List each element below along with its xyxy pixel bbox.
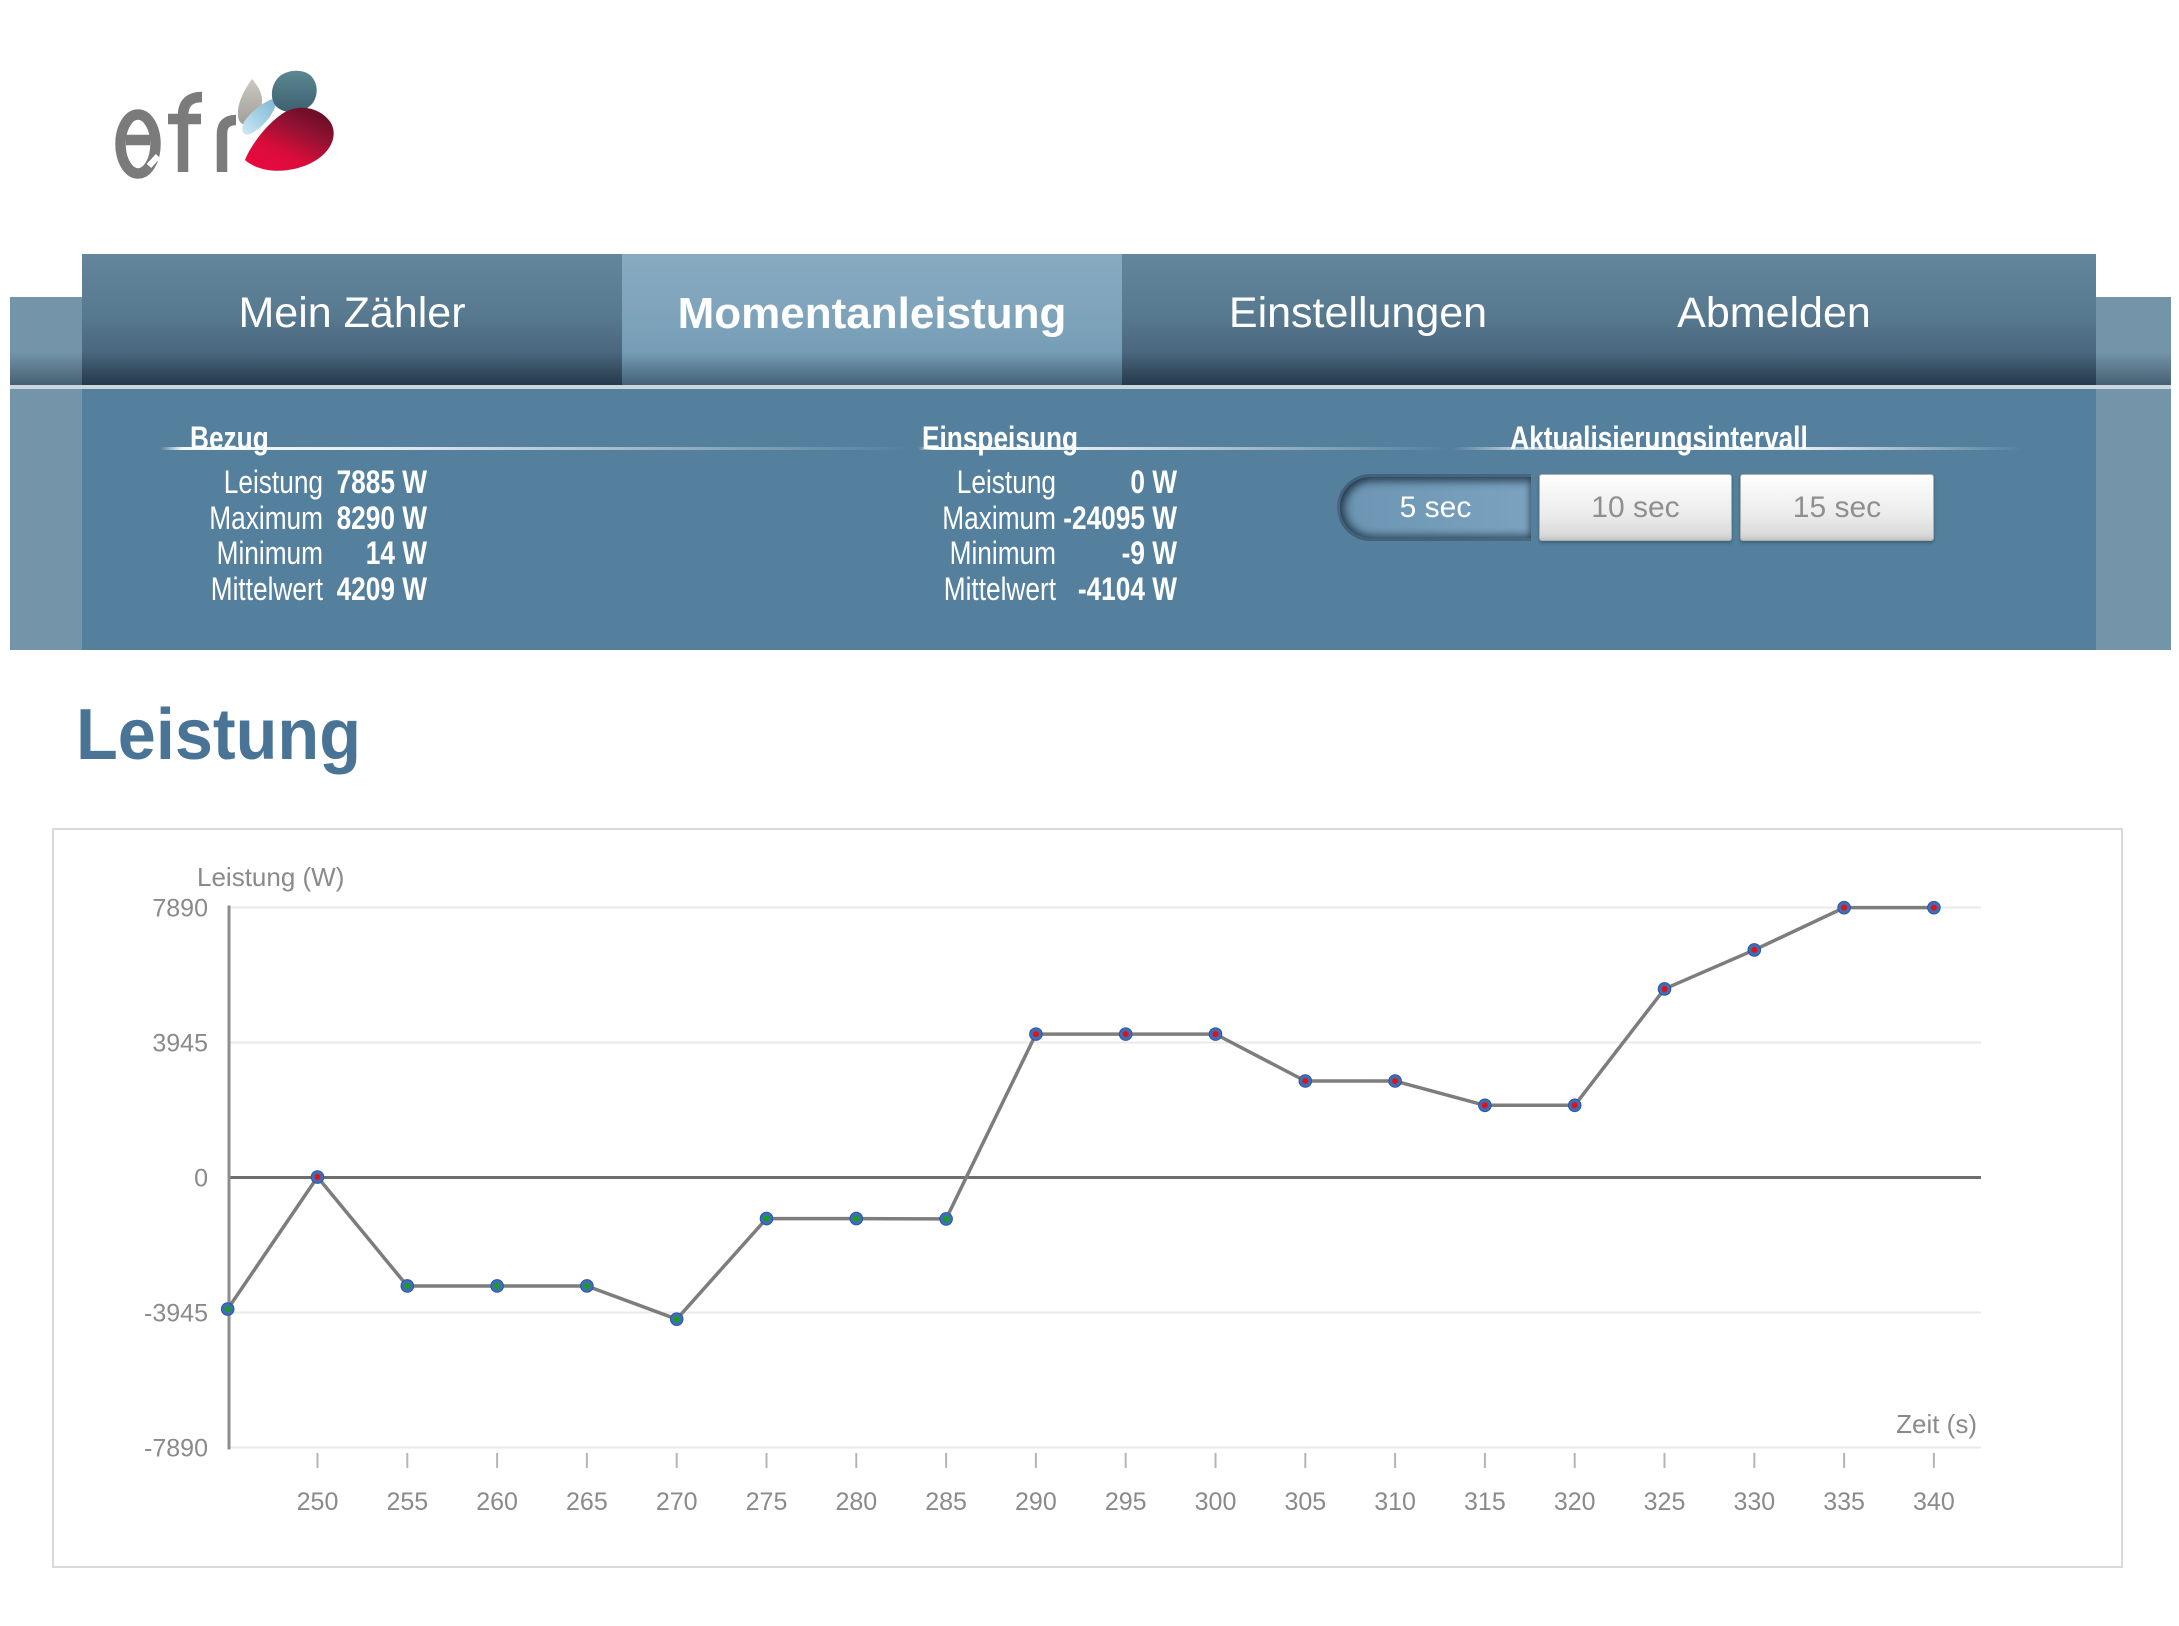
chart-x-axis-title: Zeit (s) (1896, 1409, 1977, 1439)
button-label: 5 sec (1399, 490, 1472, 524)
einspeisung-row-label: Maximum (942, 499, 1056, 536)
einspeisung-row-label: Minimum (949, 535, 1056, 571)
chart-x-tick-label: 290 (1015, 1488, 1057, 1516)
chart-x-tick-label: 300 (1195, 1488, 1237, 1516)
chart-x-tick-label: 250 (297, 1488, 339, 1516)
einspeisung-row-label: Mittelwert (943, 570, 1056, 607)
chart-y-tick-label: 7890 (152, 894, 208, 922)
panel-underline-einspeisung (918, 447, 1448, 450)
chart-x-tick-label: 315 (1464, 1488, 1506, 1516)
einspeisung-row-value: -4104 W (1077, 570, 1177, 607)
bezug-title: Bezug (190, 420, 269, 456)
panel-underline-bezug (160, 447, 910, 450)
efr-logo (115, 70, 334, 179)
panel-underline-interval (1452, 447, 2022, 450)
chart-x-tick-label: 340 (1913, 1488, 1955, 1516)
tab-label: Einstellungen (1228, 289, 1488, 337)
tabbar-separator-line (10, 385, 2171, 389)
chart-x-tick-label: 330 (1733, 1488, 1775, 1516)
chart-series-line (226, 905, 1934, 1321)
button-label: 15 sec (1792, 490, 1882, 524)
chart-data-point-center (853, 1215, 860, 1222)
chart-x-tick-label: 310 (1374, 1488, 1416, 1516)
chart-x-tick-label: 280 (835, 1488, 877, 1516)
efr-logo-icon (146, 70, 334, 171)
chart-data-point-center (943, 1215, 950, 1222)
bezug-row-label: Minimum (216, 535, 323, 571)
leistung-chart: 7890 3945 0 -3945 -7890 250 255 260 265 270 275 280… (144, 862, 1981, 1516)
einspeisung-row-value: -24095 W (1063, 499, 1177, 536)
chart-data-point-center (494, 1282, 501, 1289)
bezug-row-value: 8290 W (336, 499, 427, 536)
chart-y-tick-label: -3945 (144, 1300, 208, 1328)
chart-x-tick-label: 255 (386, 1488, 428, 1516)
chart-data-point-center (1302, 1077, 1309, 1084)
chart-data-point-center (1751, 946, 1758, 953)
chart-x-tick-label: 265 (566, 1488, 608, 1516)
page-title: Leistung (76, 695, 361, 775)
chart-x-tick-label: 285 (925, 1488, 967, 1516)
interval-title: Aktualisierungsintervall (1510, 420, 1808, 456)
tab-label: Momentanleistung (677, 288, 1067, 338)
chart-data-point-center (1661, 985, 1668, 992)
chart-y-tick-label: 0 (194, 1165, 208, 1193)
chart-data-point-center (224, 1306, 231, 1313)
tab-label: Mein Zähler (238, 289, 466, 337)
main-nav: Mein Zähler Momentanleistung Einstellung… (82, 254, 2096, 385)
tab-mein-zaehler[interactable]: Mein Zähler (82, 254, 622, 385)
chart-x-tick-label: 260 (476, 1488, 518, 1516)
chart-x-tick-label: 335 (1823, 1488, 1865, 1516)
chart-panel: 7890 3945 0 -3945 -7890 250 255 260 265 270 275 280… (52, 828, 2123, 1568)
chart-x-tick-label: 320 (1554, 1488, 1596, 1516)
tabbar-filler (1954, 254, 2096, 385)
tab-momentanleistung[interactable]: Momentanleistung (622, 254, 1122, 385)
tab-label: Abmelden (1677, 289, 1871, 337)
chart-data-point-center (314, 1174, 321, 1181)
chart-y-tick-label: 3945 (152, 1029, 208, 1057)
chart-x-tick-label: 305 (1284, 1488, 1326, 1516)
bezug-row-label: Mittelwert (210, 570, 323, 607)
bezug-row-value: 14 W (365, 535, 427, 571)
chart-x-tick-label: 270 (656, 1488, 698, 1516)
chart-x-tick-label: 325 (1644, 1488, 1686, 1516)
chart-y-tick-label: -7890 (144, 1435, 208, 1463)
chart-data-point-center (1122, 1031, 1129, 1038)
button-label: 10 sec (1591, 490, 1680, 524)
einspeisung-row-value: -9 W (1121, 535, 1177, 571)
chart-data-point-center (1571, 1102, 1578, 1109)
bezug-row-label: Maximum (209, 499, 323, 536)
efr-logo-text (115, 91, 237, 179)
chart-data-point-center (1481, 1102, 1488, 1109)
chart-data-point-center (1930, 904, 1937, 911)
chart-data-point-center (673, 1316, 680, 1323)
chart-y-axis-title: Leistung (W) (197, 862, 344, 892)
einspeisung-row-value: 0 W (1130, 464, 1177, 500)
bezug-row-value: 4209 W (336, 570, 427, 607)
interval-button-5sec[interactable]: 5 sec (1337, 474, 1531, 541)
chart-data-point-center (1032, 1031, 1039, 1038)
interval-button-15sec[interactable]: 15 sec (1740, 474, 1934, 541)
chart-data-point-center (1841, 904, 1848, 911)
chart-x-tick-label: 275 (746, 1488, 788, 1516)
interval-button-10sec[interactable]: 10 sec (1539, 474, 1732, 541)
chart-data-point-center (404, 1282, 411, 1289)
chart-x-tick-label: 295 (1105, 1488, 1147, 1516)
einspeisung-row-label: Leistung (956, 464, 1056, 500)
chart-data-point-center (583, 1282, 590, 1289)
einspeisung-title: Einspeisung (922, 420, 1079, 456)
tabbar-shadow (10, 352, 2171, 385)
chart-data-point-center (763, 1215, 770, 1222)
bezug-row-value: 7885 W (336, 464, 427, 500)
bezug-row-label: Leistung (223, 464, 323, 500)
tab-abmelden[interactable]: Abmelden (1594, 254, 1954, 385)
chart-data-point-center (1392, 1077, 1399, 1084)
tab-einstellungen[interactable]: Einstellungen (1122, 254, 1594, 385)
chart-data-point-center (1212, 1031, 1219, 1038)
